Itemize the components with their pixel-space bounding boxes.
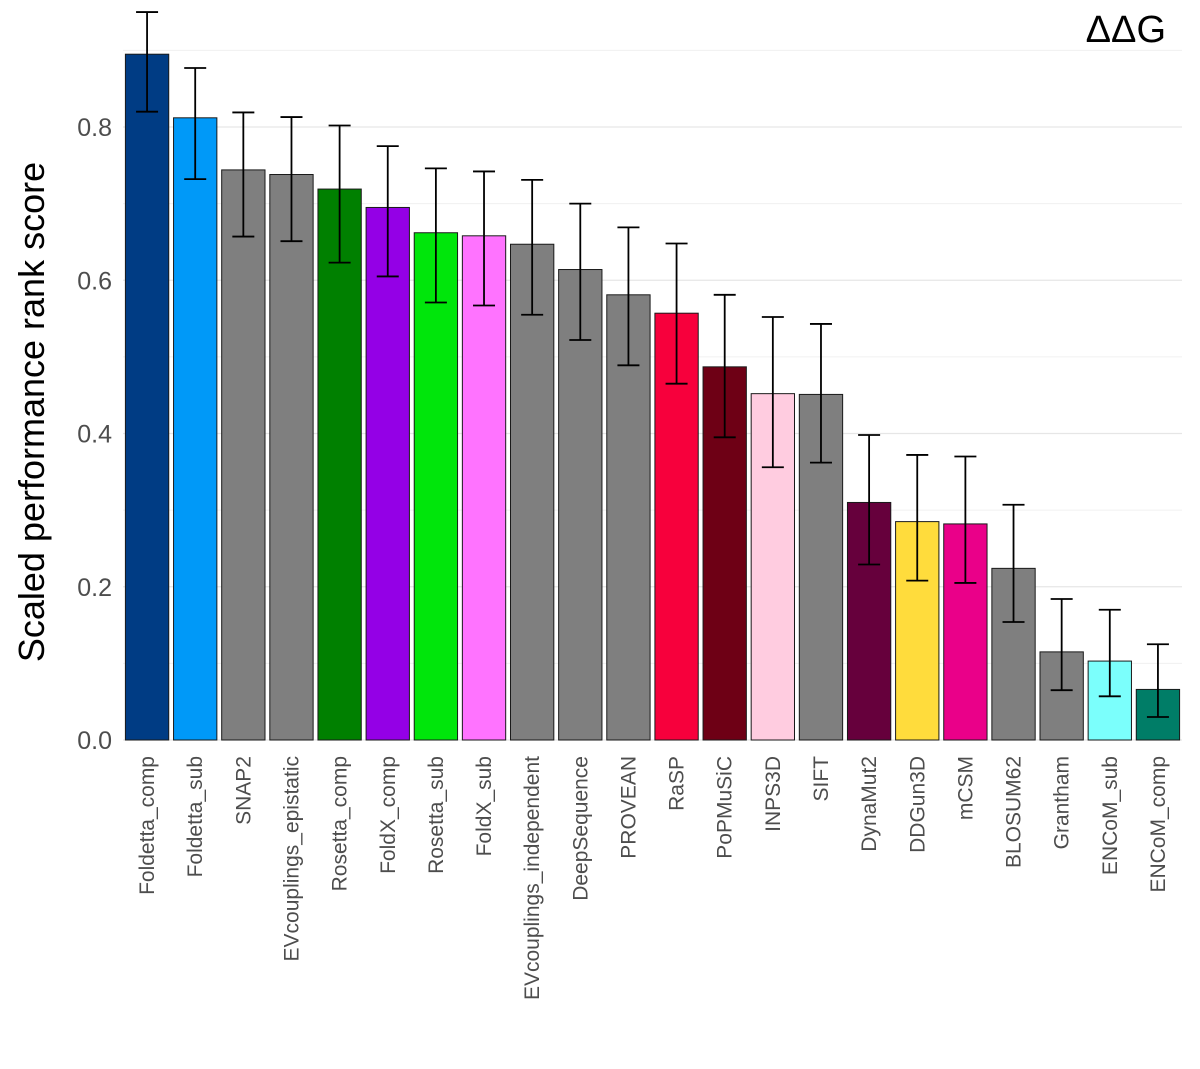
chart-title: ΔΔG: [1086, 9, 1166, 51]
x-tick-label: DDGun3D: [906, 756, 929, 853]
x-tick-label: Rosetta_comp: [329, 756, 352, 891]
errorbar-rasp: [665, 242, 688, 385]
bar-snap2: [221, 169, 266, 741]
bar-rosetta-comp: [317, 188, 362, 741]
x-tick-label: BLOSUM62: [1003, 756, 1026, 868]
x-tick-label: DynaMut2: [858, 756, 881, 852]
y-tick-label: 0.8: [77, 114, 112, 142]
errorbar-grantham: [1050, 598, 1073, 692]
x-tick-label: Foldetta_comp: [136, 756, 159, 895]
errorbar-layer: [136, 11, 1169, 718]
errorbar-deepsequence: [569, 202, 592, 341]
errorbar-rosetta-sub: [424, 167, 447, 304]
bar-evcouplings-epistatic: [269, 174, 314, 741]
bar-evcouplings-independent: [509, 243, 555, 741]
y-tick-label: 0.0: [77, 727, 112, 755]
errorbar-encom-comp: [1146, 643, 1169, 718]
bar-foldetta-sub: [173, 117, 218, 741]
errorbar-dynamut2: [858, 434, 881, 566]
errorbar-mcsm: [954, 455, 977, 584]
bar-rosetta-sub: [413, 232, 459, 741]
x-tick-label: INPS3D: [762, 756, 785, 832]
bar-deepsequence: [558, 269, 603, 741]
x-tick-label: DeepSequence: [569, 756, 592, 901]
bar-foldx-comp: [365, 206, 410, 741]
errorbar-evcouplings-epistatic: [280, 116, 303, 243]
bar-foldx-sub: [461, 235, 507, 741]
errorbar-foldx-comp: [376, 145, 399, 278]
x-tick-label: SIFT: [810, 756, 833, 802]
x-axis-tick-labels: Foldetta_comp Foldetta_sub SNAP2 EVcoupling…: [136, 756, 1170, 1000]
y-tick-label: 0.6: [77, 267, 112, 295]
x-tick-label: SNAP2: [232, 756, 255, 825]
x-tick-label: FoldX_sub: [473, 756, 496, 856]
errorbar-sift: [809, 323, 832, 464]
errorbar-encom-sub: [1098, 608, 1121, 698]
errorbar-foldx-sub: [473, 170, 496, 307]
x-tick-label: Grantham: [1051, 756, 1074, 849]
x-tick-label: mCSM: [954, 756, 977, 820]
errorbar-foldetta-comp: [136, 11, 159, 113]
x-tick-label: EVcouplings_epistatic: [280, 756, 303, 961]
x-tick-label: ENCoM_sub: [1099, 756, 1122, 875]
errorbar-ddgun3d: [906, 454, 929, 582]
x-tick-label: EVcouplings_independent: [521, 756, 544, 1000]
errorbar-foldetta-sub: [184, 67, 207, 181]
x-tick-label: Rosetta_sub: [425, 756, 448, 874]
y-axis-title: Scaled performance rank score: [11, 162, 52, 662]
errorbar-inps3d: [761, 316, 784, 469]
y-axis-tick-labels: 0.0 0.2 0.4 0.6 0.8: [77, 114, 112, 755]
errorbar-rosetta-comp: [328, 124, 351, 264]
errorbar-provean: [617, 226, 640, 367]
x-tick-label: Foldetta_sub: [184, 756, 207, 877]
bar-inps3d: [750, 393, 796, 741]
x-tick-label: PoPMuSiC: [714, 756, 737, 859]
x-tick-label: RaSP: [666, 756, 689, 811]
errorbar-snap2: [232, 111, 255, 238]
y-tick-label: 0.4: [77, 421, 112, 449]
x-tick-label: FoldX_comp: [377, 756, 400, 874]
bar-foldetta-comp: [124, 53, 170, 741]
x-tick-label: ENCoM_comp: [1147, 756, 1170, 893]
y-tick-label: 0.2: [77, 574, 112, 602]
errorbar-blosum62: [1002, 503, 1025, 623]
errorbar-evcouplings-independent: [521, 178, 544, 316]
x-tick-label: PROVEAN: [617, 756, 640, 859]
errorbar-popmusic: [713, 293, 736, 439]
